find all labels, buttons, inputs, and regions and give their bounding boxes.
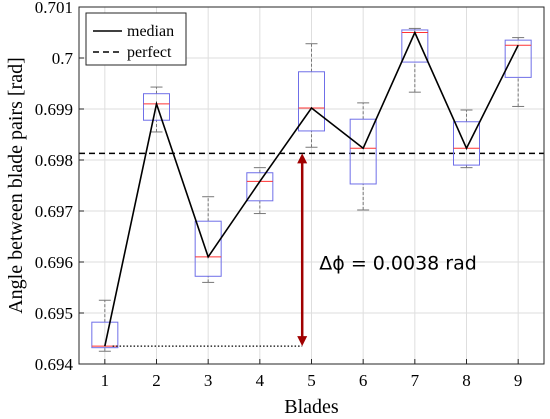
box-body <box>298 71 325 132</box>
delta-arrow-head-bottom <box>297 336 308 347</box>
x-axis-label: Blades <box>284 396 339 418</box>
box-body <box>194 220 222 277</box>
box-9 <box>504 37 532 107</box>
x-tick-label: 2 <box>152 371 161 390</box>
box-7 <box>401 27 429 93</box>
legend-perfect-label: perfect <box>127 44 172 61</box>
x-tick-label: 1 <box>101 371 110 390</box>
axes: 0.694 0.695 0.696 0.697 0.698 0.699 0.7 0.701 1 2… <box>35 0 523 390</box>
y-tick-label: 0.695 <box>35 304 73 323</box>
median-series <box>104 30 519 347</box>
delta-phi-annotation: Δϕ = 0.0038 rad <box>319 253 477 275</box>
box-body <box>453 121 480 166</box>
y-tick-label: 0.694 <box>35 355 74 374</box>
box-body <box>91 321 119 349</box>
y-tick-label: 0.699 <box>35 100 73 119</box>
x-tick-label: 4 <box>256 371 265 390</box>
legend: median perfect <box>85 12 187 66</box>
box-body <box>504 39 532 78</box>
x-tick-label: 7 <box>411 371 420 390</box>
y-axis-label: Angle between blade pairs [rad] <box>5 57 27 314</box>
annotation: Δϕ = 0.0038 rad <box>112 153 477 347</box>
box-body <box>349 118 377 185</box>
box-3 <box>194 196 222 283</box>
legend-box <box>85 12 187 66</box>
x-tick-label: 9 <box>514 371 523 390</box>
box-body <box>401 29 429 63</box>
y-tick-label: 0.701 <box>35 0 73 17</box>
box-2 <box>143 86 170 133</box>
legend-median-label: median <box>127 23 174 40</box>
box-body <box>143 93 170 121</box>
median-line <box>104 30 519 347</box>
y-tick-label: 0.697 <box>35 202 74 221</box>
x-tick-label: 3 <box>204 371 213 390</box>
y-tick-label: 0.7 <box>52 49 74 68</box>
x-tick-label: 6 <box>359 371 368 390</box>
x-tick-label: 8 <box>462 371 471 390</box>
box-body <box>246 172 274 202</box>
x-tick-label: 5 <box>307 371 316 390</box>
y-tick-label: 0.698 <box>35 151 73 170</box>
y-tick-label: 0.696 <box>35 253 73 272</box>
delta-arrow-head-top <box>297 153 308 164</box>
